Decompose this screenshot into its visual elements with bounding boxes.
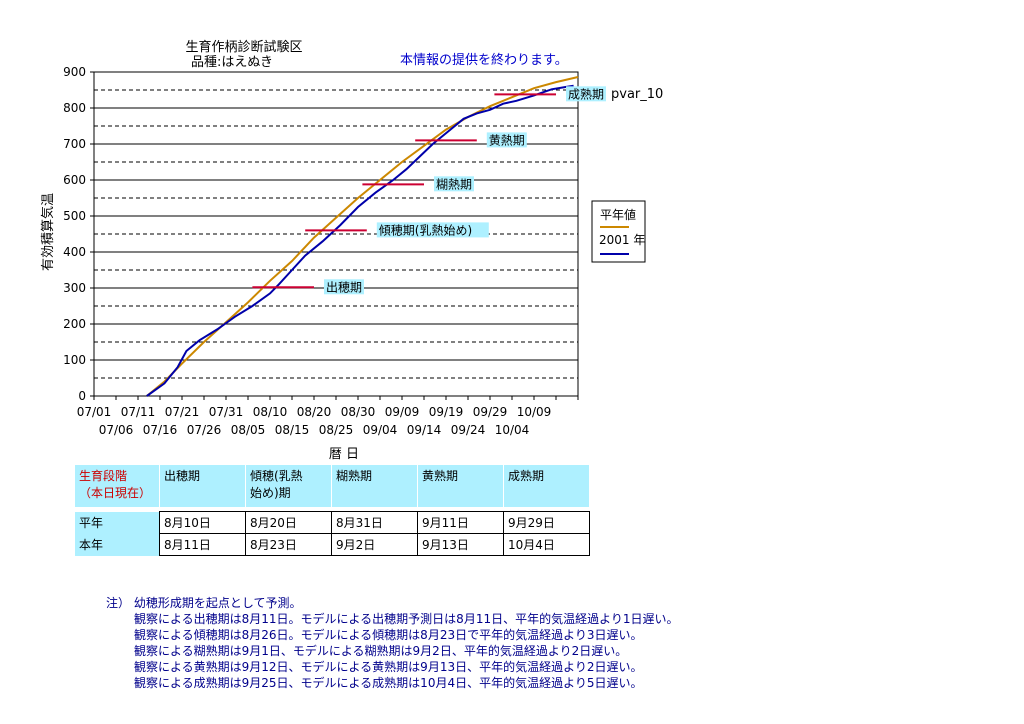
x-tick-label: 07/16 <box>143 423 178 437</box>
stage-name: 糊熟期 <box>331 465 418 507</box>
legend-label-2001: 2001 年 <box>599 233 645 247</box>
row-label: 平年 <box>75 511 160 534</box>
y-tick-label: 600 <box>63 173 86 187</box>
x-axis-label: 暦 日 <box>329 447 359 462</box>
stage-label-bg <box>324 279 364 295</box>
date-cell: 8月31日 <box>331 511 418 534</box>
chart-title: 生育作柄診断試験区 <box>185 39 302 55</box>
x-tick-label: 08/20 <box>297 405 332 419</box>
y-axis-label: 有効積算気温 <box>40 193 56 271</box>
stage-label-bg <box>376 222 489 238</box>
stage-table: 生育段階 （本日現在） 出穂期 傾穂(乳熱 始め)期 糊熟期 黄熟期 成熟期 平… <box>75 465 590 556</box>
series-line-normal <box>146 76 579 397</box>
x-tick-label: 09/24 <box>451 423 486 437</box>
date-cell: 8月11日 <box>159 533 246 556</box>
x-tick-label: 07/31 <box>209 405 244 419</box>
stage-label: 黄熱期 <box>489 133 525 147</box>
x-tick-label: 07/06 <box>99 423 134 437</box>
y-tick-label: 100 <box>63 353 86 367</box>
y-tick-label: 0 <box>78 389 86 403</box>
stage-label: 出穂期 <box>326 280 362 294</box>
stage-name: 黄熟期 <box>417 465 504 507</box>
y-tick-label: 800 <box>63 101 86 115</box>
x-tick-label: 07/01 <box>77 405 112 419</box>
y-tick-label: 700 <box>63 137 86 151</box>
date-cell: 10月4日 <box>503 533 590 556</box>
chart: 生育作柄診断試験区 品種:はえぬき 本情報の提供を終わります。 pvar_10 … <box>40 39 663 462</box>
stage-label: 傾穂期(乳熱始め) <box>379 223 472 237</box>
y-tick-label: 400 <box>63 245 86 259</box>
note-heading: 注） 幼穂形成期を起点として予測。 <box>106 596 302 610</box>
stage-label-bg <box>486 132 527 148</box>
x-tick-label: 07/21 <box>165 405 200 419</box>
date-cell: 8月10日 <box>159 511 246 534</box>
x-tick-label: 09/19 <box>429 405 464 419</box>
table-row: 本年 8月11日 8月23日 9月2日 9月13日 10月4日 <box>75 533 590 556</box>
stage-label-bg <box>434 176 474 192</box>
x-tick-label: 08/25 <box>319 423 354 437</box>
legend-label-normal: 平年値 <box>600 207 636 222</box>
date-cell: 9月2日 <box>331 533 418 556</box>
legend: 平年値 2001 年 <box>591 200 646 263</box>
x-tick-label: 08/10 <box>253 405 288 419</box>
x-tick-label: 10/04 <box>495 423 530 437</box>
stage-name: 成熟期 <box>503 465 589 507</box>
y-tick-label: 900 <box>63 65 86 79</box>
series-lines <box>146 76 579 397</box>
date-cell: 9月13日 <box>417 533 504 556</box>
x-tick-label: 08/30 <box>341 405 376 419</box>
x-tick-label: 08/05 <box>231 423 266 437</box>
date-cell: 8月20日 <box>245 511 332 534</box>
note-line: 観察による出穂期は8月11日。モデルによる出穂期予測日は8月11日、平年的気温経… <box>134 612 679 626</box>
x-tick-label: 09/04 <box>363 423 398 437</box>
row-label: 本年 <box>75 533 160 556</box>
stage-markers: 出穂期 傾穂期(乳熱始め) 糊熱期 黄熱期 成熟期 <box>252 86 606 295</box>
grid <box>93 71 579 397</box>
notice-text: 本情報の提供を終わります。 <box>400 52 568 68</box>
stage-name: 出穂期 <box>159 465 246 507</box>
x-tick-label: 09/14 <box>407 423 442 437</box>
stage-label-bg <box>566 86 606 102</box>
y-tick-label: 200 <box>63 317 86 331</box>
date-cell: 9月11日 <box>417 511 504 534</box>
table-header-label: 生育段階 （本日現在） <box>75 465 160 507</box>
x-tick-label: 08/15 <box>275 423 310 437</box>
date-cell: 8月23日 <box>245 533 332 556</box>
chart-subtitle: 品種:はえぬき <box>191 54 273 70</box>
stage-name: 傾穂(乳熱 始め)期 <box>245 465 332 507</box>
axes: 0 100 200 300 400 500 600 700 800 900 07/01 07/11 07… <box>63 65 579 437</box>
pvar-label: pvar_10 <box>611 87 663 102</box>
series-line-2001 <box>146 84 574 397</box>
x-tick-label: 09/29 <box>473 405 508 419</box>
y-tick-label: 500 <box>63 209 86 223</box>
legend-box <box>591 200 646 263</box>
x-tick-label: 09/09 <box>385 405 420 419</box>
y-tick-label: 300 <box>63 281 86 295</box>
table-row: 平年 8月10日 8月20日 8月31日 9月11日 9月29日 <box>75 511 590 534</box>
x-tick-label: 07/11 <box>121 405 156 419</box>
date-cell: 9月29日 <box>503 511 590 534</box>
x-tick-label: 07/26 <box>187 423 222 437</box>
table-header-row: 生育段階 （本日現在） 出穂期 傾穂(乳熱 始め)期 糊熟期 黄熟期 成熟期 <box>75 465 589 507</box>
x-tick-label: 10/09 <box>517 405 552 419</box>
note-line: 観察による成熟期は9月25日、モデルによる成熟期は10月4日、平年的気温経過より… <box>134 676 643 690</box>
note-line: 観察による糊熟期は9月1日、モデルによる糊熟期は9月2日、平年的気温経過より2日… <box>134 644 628 658</box>
stage-label: 糊熱期 <box>436 176 472 191</box>
stage-label: 成熟期 <box>568 86 604 101</box>
note-line: 観察による傾穂期は8月26日。モデルによる傾穂期は8月23日で平年的気温経過より… <box>134 628 643 642</box>
note-line: 観察による黄熟期は9月12日、モデルによる黄熟期は9月13日、平年的気温経過より… <box>134 660 643 674</box>
